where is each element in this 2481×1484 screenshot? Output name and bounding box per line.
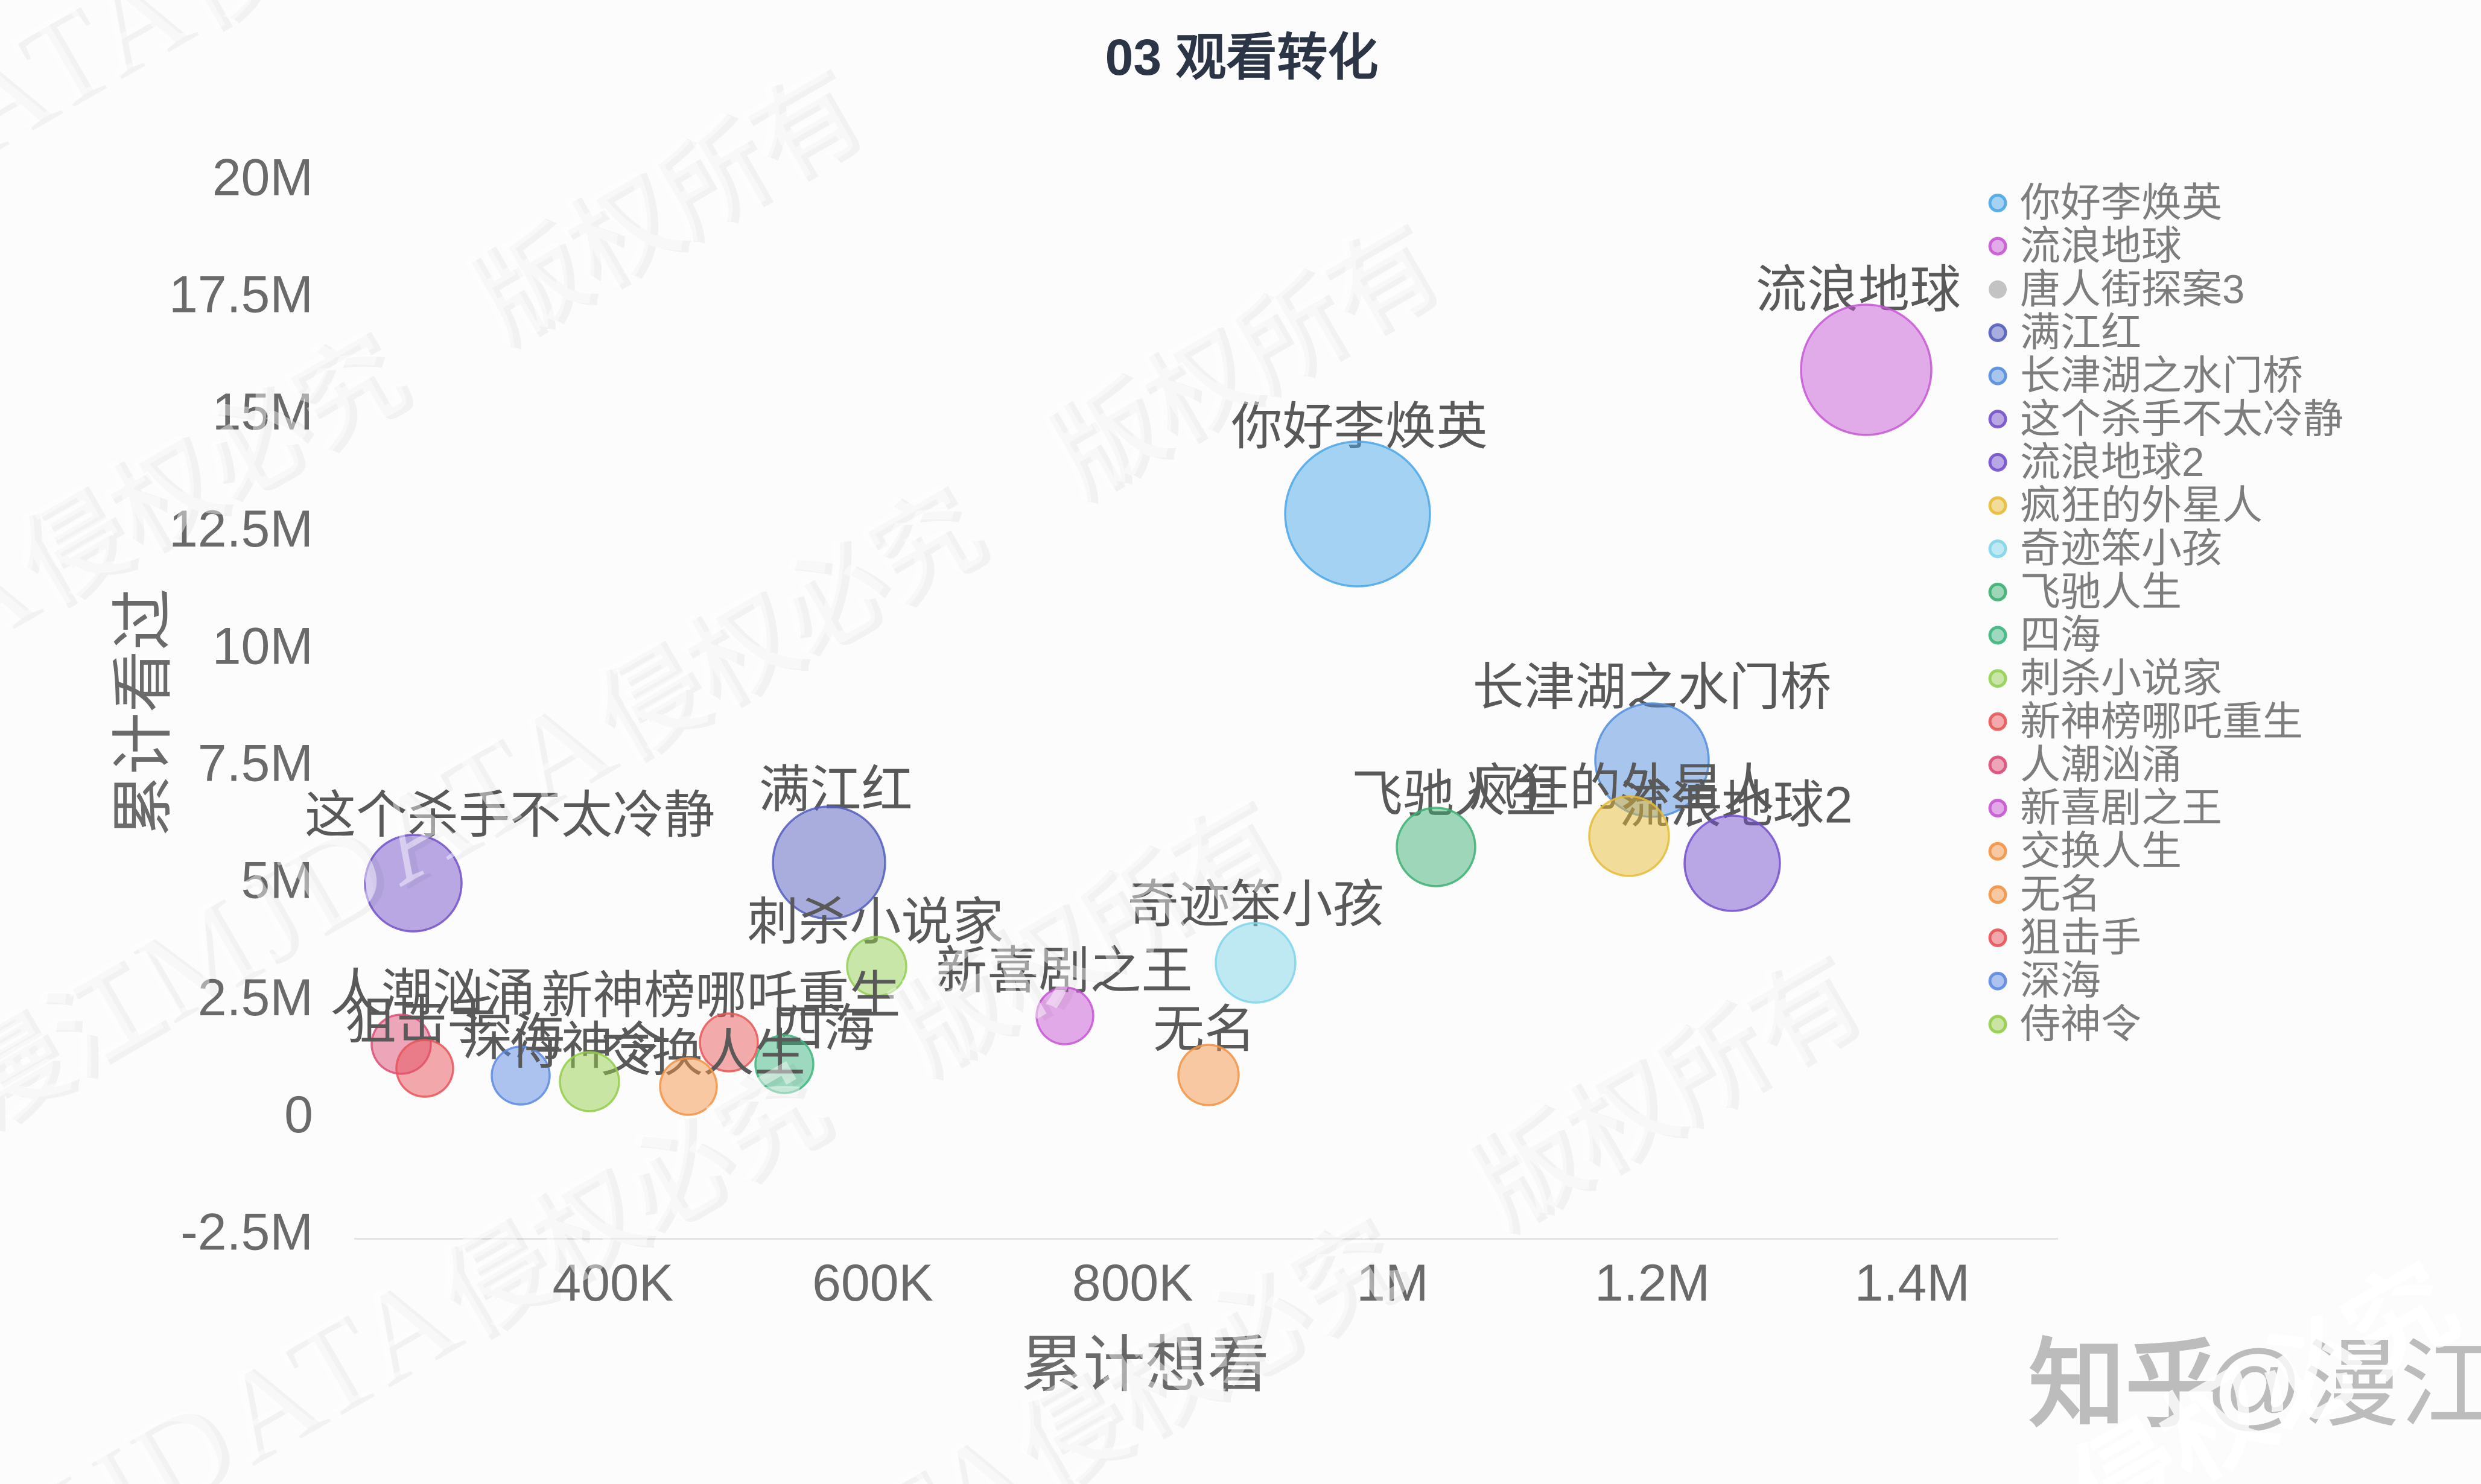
svg-text:累计想看: 累计想看 bbox=[1021, 1330, 1269, 1400]
svg-text:交换人生: 交换人生 bbox=[2020, 829, 2182, 874]
svg-text:7.5M: 7.5M bbox=[198, 735, 313, 793]
svg-text:流浪地球: 流浪地球 bbox=[2020, 224, 2182, 269]
svg-text:狙击手: 狙击手 bbox=[2020, 915, 2141, 960]
svg-text:新神榜哪吒重生: 新神榜哪吒重生 bbox=[2020, 699, 2303, 744]
svg-text:20M: 20M bbox=[212, 149, 313, 207]
svg-text:人潮汹涌: 人潮汹涌 bbox=[330, 965, 535, 1023]
svg-text:5M: 5M bbox=[241, 852, 313, 910]
svg-text:2.5M: 2.5M bbox=[198, 969, 313, 1027]
svg-text:800K: 800K bbox=[1072, 1254, 1193, 1312]
svg-text:10M: 10M bbox=[212, 617, 313, 675]
svg-text:流浪地球2: 流浪地球2 bbox=[2020, 440, 2204, 485]
svg-text:新喜剧之王: 新喜剧之王 bbox=[2020, 785, 2222, 831]
svg-text:四海: 四海 bbox=[2020, 613, 2101, 658]
svg-text:12.5M: 12.5M bbox=[169, 500, 313, 558]
svg-text:你好李焕英: 你好李焕英 bbox=[2020, 180, 2222, 226]
svg-text:刺杀小说家: 刺杀小说家 bbox=[2020, 656, 2222, 701]
svg-text:400K: 400K bbox=[552, 1254, 673, 1312]
svg-text:15M: 15M bbox=[212, 383, 313, 441]
svg-text:@漫江: @漫江 bbox=[2205, 1331, 2481, 1439]
svg-text:这个杀手不太冷静: 这个杀手不太冷静 bbox=[2020, 396, 2343, 442]
svg-text:满江红: 满江红 bbox=[2020, 310, 2141, 355]
svg-text:侍神令: 侍神令 bbox=[2020, 1001, 2141, 1047]
svg-text:600K: 600K bbox=[812, 1254, 933, 1312]
svg-text:奇迹笨小孩: 奇迹笨小孩 bbox=[2020, 526, 2222, 571]
svg-text:无名: 无名 bbox=[2020, 872, 2101, 917]
svg-text:03 观看转化: 03 观看转化 bbox=[1105, 29, 1379, 86]
svg-text:深海: 深海 bbox=[2020, 959, 2101, 1004]
svg-text:唐人街探案3: 唐人街探案3 bbox=[2020, 267, 2244, 312]
svg-text:1M: 1M bbox=[1356, 1254, 1428, 1312]
svg-text:1.2M: 1.2M bbox=[1595, 1254, 1710, 1312]
svg-text:累计看过: 累计看过 bbox=[109, 588, 178, 837]
svg-text:飞驰人生: 飞驰人生 bbox=[2020, 569, 2182, 615]
svg-text:知乎: 知乎 bbox=[2028, 1331, 2222, 1439]
svg-text:0: 0 bbox=[284, 1086, 313, 1144]
svg-text:-2.5M: -2.5M bbox=[180, 1203, 313, 1261]
svg-text:疯狂的外星人: 疯狂的外星人 bbox=[2020, 483, 2263, 528]
svg-text:长津湖之水门桥: 长津湖之水门桥 bbox=[2020, 354, 2303, 399]
svg-text:17.5M: 17.5M bbox=[169, 266, 313, 324]
svg-text:人潮汹涌: 人潮汹涌 bbox=[2020, 743, 2182, 788]
svg-text:这个杀手不太冷静: 这个杀手不太冷静 bbox=[305, 787, 715, 845]
svg-text:1.4M: 1.4M bbox=[1855, 1254, 1970, 1312]
